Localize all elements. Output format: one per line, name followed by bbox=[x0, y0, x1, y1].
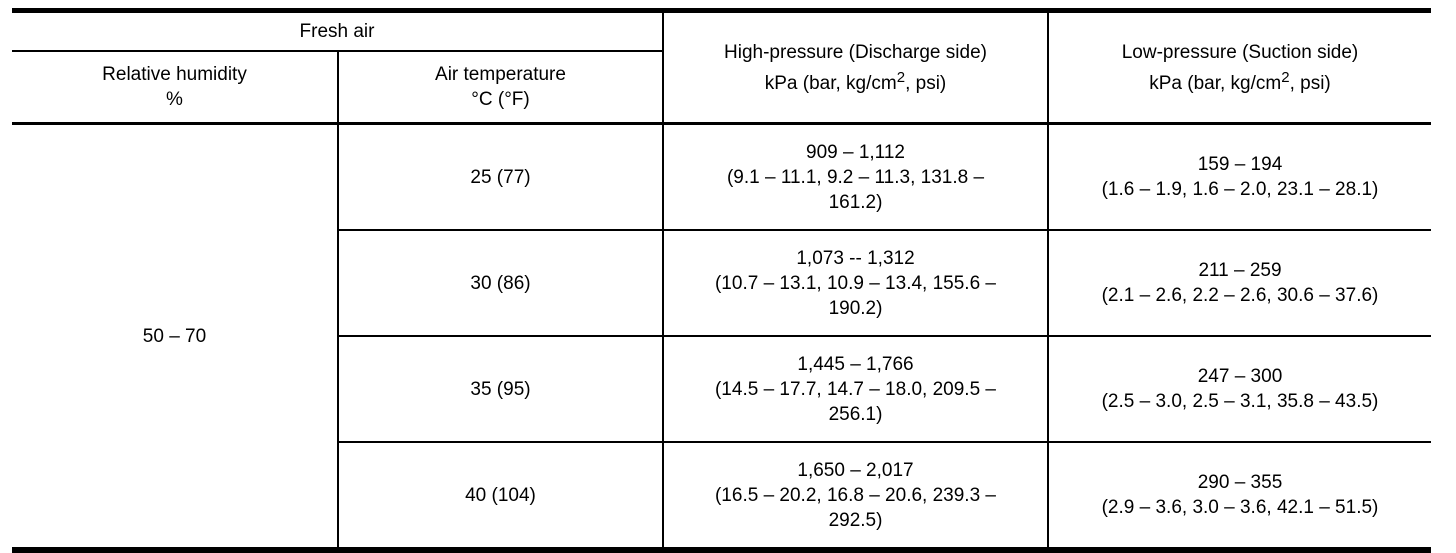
cell-high-pressure: 909 – 1,112 (9.1 – 11.1, 9.2 – 11.3, 131… bbox=[663, 123, 1049, 230]
header-high-pressure: High-pressure (Discharge side) kPa (bar,… bbox=[663, 10, 1049, 125]
high-pressure-range: 1,445 – 1,766 bbox=[797, 353, 914, 375]
low-pressure-detail: (2.1 – 2.6, 2.2 – 2.6, 30.6 – 37.6) bbox=[1101, 285, 1379, 306]
low-pressure-range: 247 – 300 bbox=[1197, 366, 1283, 387]
cell-temperature: 25 (77) bbox=[338, 123, 664, 230]
table-row: 50 – 70 25 (77) 909 – 1,112 (9.1 – 11.1,… bbox=[12, 123, 1431, 550]
cell-low-pressure: 211 – 259 (2.1 – 2.6, 2.2 – 2.6, 30.6 – … bbox=[1048, 229, 1431, 336]
table-row: 35 (95) 1,445 – 1,766 (14.5 – 17.7, 14.7… bbox=[12, 335, 1431, 442]
cell-temperature: 40 (104) bbox=[338, 441, 664, 550]
header-fresh-air: Fresh air bbox=[12, 10, 664, 52]
header-relative-humidity-title: Relative humidity bbox=[102, 64, 247, 85]
cell-relative-humidity: 50 – 70 bbox=[12, 123, 339, 550]
header-air-temperature-title: Air temperature bbox=[435, 64, 566, 85]
high-pressure-detail: (16.5 – 20.2, 16.8 – 20.6, 239.3 – 292.5… bbox=[714, 484, 996, 531]
unit-suffix: , psi) bbox=[1289, 72, 1331, 94]
low-pressure-detail: (2.5 – 3.0, 2.5 – 3.1, 35.8 – 43.5) bbox=[1101, 391, 1379, 412]
unit-prefix: kPa (bar, kg/cm bbox=[764, 72, 897, 94]
cell-high-pressure: 1,445 – 1,766 (14.5 – 17.7, 14.7 – 18.0,… bbox=[663, 335, 1049, 442]
high-pressure-detail: (14.5 – 17.7, 14.7 – 18.0, 209.5 – 256.1… bbox=[714, 378, 996, 425]
unit-prefix: kPa (bar, kg/cm bbox=[1149, 72, 1282, 94]
header-relative-humidity: Relative humidity % bbox=[12, 51, 339, 125]
cell-high-pressure: 1,650 – 2,017 (16.5 – 20.2, 16.8 – 20.6,… bbox=[663, 441, 1049, 550]
header-row-1: Fresh air High-pressure (Discharge side)… bbox=[12, 10, 1431, 125]
header-row-2: Relative humidity % Air temperature °C (… bbox=[12, 51, 1431, 125]
ac-pressure-spec-table: Fresh air High-pressure (Discharge side)… bbox=[12, 8, 1431, 553]
low-pressure-range: 159 – 194 bbox=[1197, 154, 1283, 175]
unit-superscript: 2 bbox=[896, 68, 906, 86]
cell-temperature: 30 (86) bbox=[338, 229, 664, 336]
low-pressure-range: 290 – 355 bbox=[1197, 472, 1283, 493]
table-row: 30 (86) 1,073 -- 1,312 (10.7 – 13.1, 10.… bbox=[12, 229, 1431, 336]
low-pressure-detail: (1.6 – 1.9, 1.6 – 2.0, 23.1 – 28.1) bbox=[1101, 179, 1379, 200]
cell-low-pressure: 247 – 300 (2.5 – 3.0, 2.5 – 3.1, 35.8 – … bbox=[1048, 335, 1431, 442]
header-air-temperature-unit: °C (°F) bbox=[471, 89, 530, 110]
header-low-pressure-unit: kPa (bar, kg/cm2, psi) bbox=[1057, 65, 1423, 96]
unit-superscript: 2 bbox=[1281, 68, 1290, 86]
cell-temperature: 35 (95) bbox=[338, 335, 664, 442]
cell-low-pressure: 290 – 355 (2.9 – 3.6, 3.0 – 3.6, 42.1 – … bbox=[1048, 441, 1431, 550]
header-relative-humidity-unit: % bbox=[166, 89, 183, 110]
low-pressure-range: 211 – 259 bbox=[1198, 260, 1282, 281]
table-row: 40 (104) 1,650 – 2,017 (16.5 – 20.2, 16.… bbox=[12, 441, 1431, 550]
high-pressure-range: 1,073 -- 1,312 bbox=[796, 247, 915, 269]
high-pressure-range: 1,650 – 2,017 bbox=[797, 459, 914, 481]
high-pressure-range: 909 – 1,112 bbox=[806, 141, 905, 163]
header-air-temperature: Air temperature °C (°F) bbox=[338, 51, 664, 125]
header-low-pressure: Low-pressure (Suction side) kPa (bar, kg… bbox=[1048, 10, 1431, 125]
unit-suffix: , psi) bbox=[905, 72, 947, 94]
header-high-pressure-unit: kPa (bar, kg/cm2, psi) bbox=[672, 65, 1039, 96]
header-low-pressure-title: Low-pressure (Suction side) bbox=[1121, 41, 1359, 63]
low-pressure-detail: (2.9 – 3.6, 3.0 – 3.6, 42.1 – 51.5) bbox=[1101, 497, 1379, 518]
cell-high-pressure: 1,073 -- 1,312 (10.7 – 13.1, 10.9 – 13.4… bbox=[663, 229, 1049, 336]
high-pressure-detail: (9.1 – 11.1, 9.2 – 11.3, 131.8 – 161.2) bbox=[726, 166, 985, 213]
cell-low-pressure: 159 – 194 (1.6 – 1.9, 1.6 – 2.0, 23.1 – … bbox=[1048, 124, 1431, 231]
header-high-pressure-title: High-pressure (Discharge side) bbox=[724, 41, 987, 63]
high-pressure-detail: (10.7 – 13.1, 10.9 – 13.4, 155.6 – 190.2… bbox=[714, 272, 996, 319]
